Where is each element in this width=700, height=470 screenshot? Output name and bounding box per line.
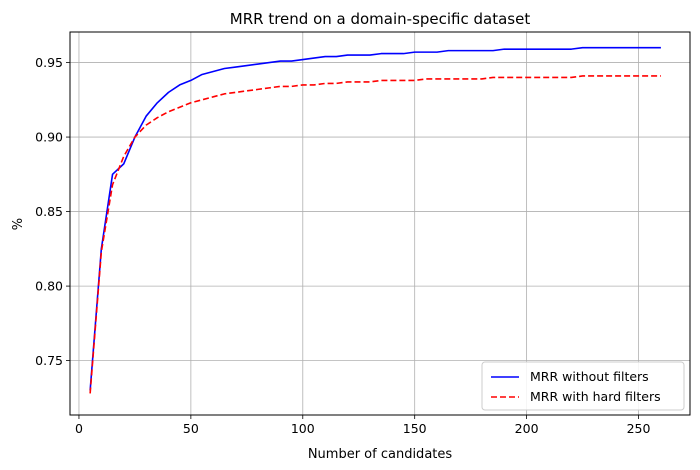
chart-title: MRR trend on a domain-specific dataset (230, 10, 531, 28)
series-lines (89, 46, 661, 394)
y-axis-label: % (11, 218, 26, 230)
legend-box (481, 361, 685, 411)
x-tick-label: 0 (75, 421, 83, 436)
y-tick-label: 0.75 (35, 353, 63, 368)
x-tick-label: 200 (515, 421, 539, 436)
legend-label-without-filters: MRR without filters (530, 369, 649, 384)
series-line-without-filters (89, 46, 661, 391)
legend-label-hard-filters: MRR with hard filters (530, 389, 661, 404)
x-axis-label: Number of candidates (308, 447, 453, 462)
y-tick-label: 0.90 (35, 130, 63, 145)
x-tick-label: 250 (627, 421, 651, 436)
x-tick-label: 100 (291, 421, 315, 436)
series-line-hard-filters (89, 75, 661, 394)
y-tick-label: 0.95 (35, 55, 63, 70)
axis-ticks: 0 50 100 150 200 250 0.75 0.80 0.85 0.90 0.95 (35, 55, 650, 436)
x-tick-label: 150 (403, 421, 427, 436)
y-tick-label: 0.85 (35, 204, 63, 219)
plot-area-frame (69, 31, 691, 416)
y-tick-label: 0.80 (35, 279, 63, 294)
x-tick-label: 50 (183, 421, 199, 436)
grid (70, 32, 690, 415)
legend: MRR without filters MRR with hard filter… (481, 361, 685, 411)
